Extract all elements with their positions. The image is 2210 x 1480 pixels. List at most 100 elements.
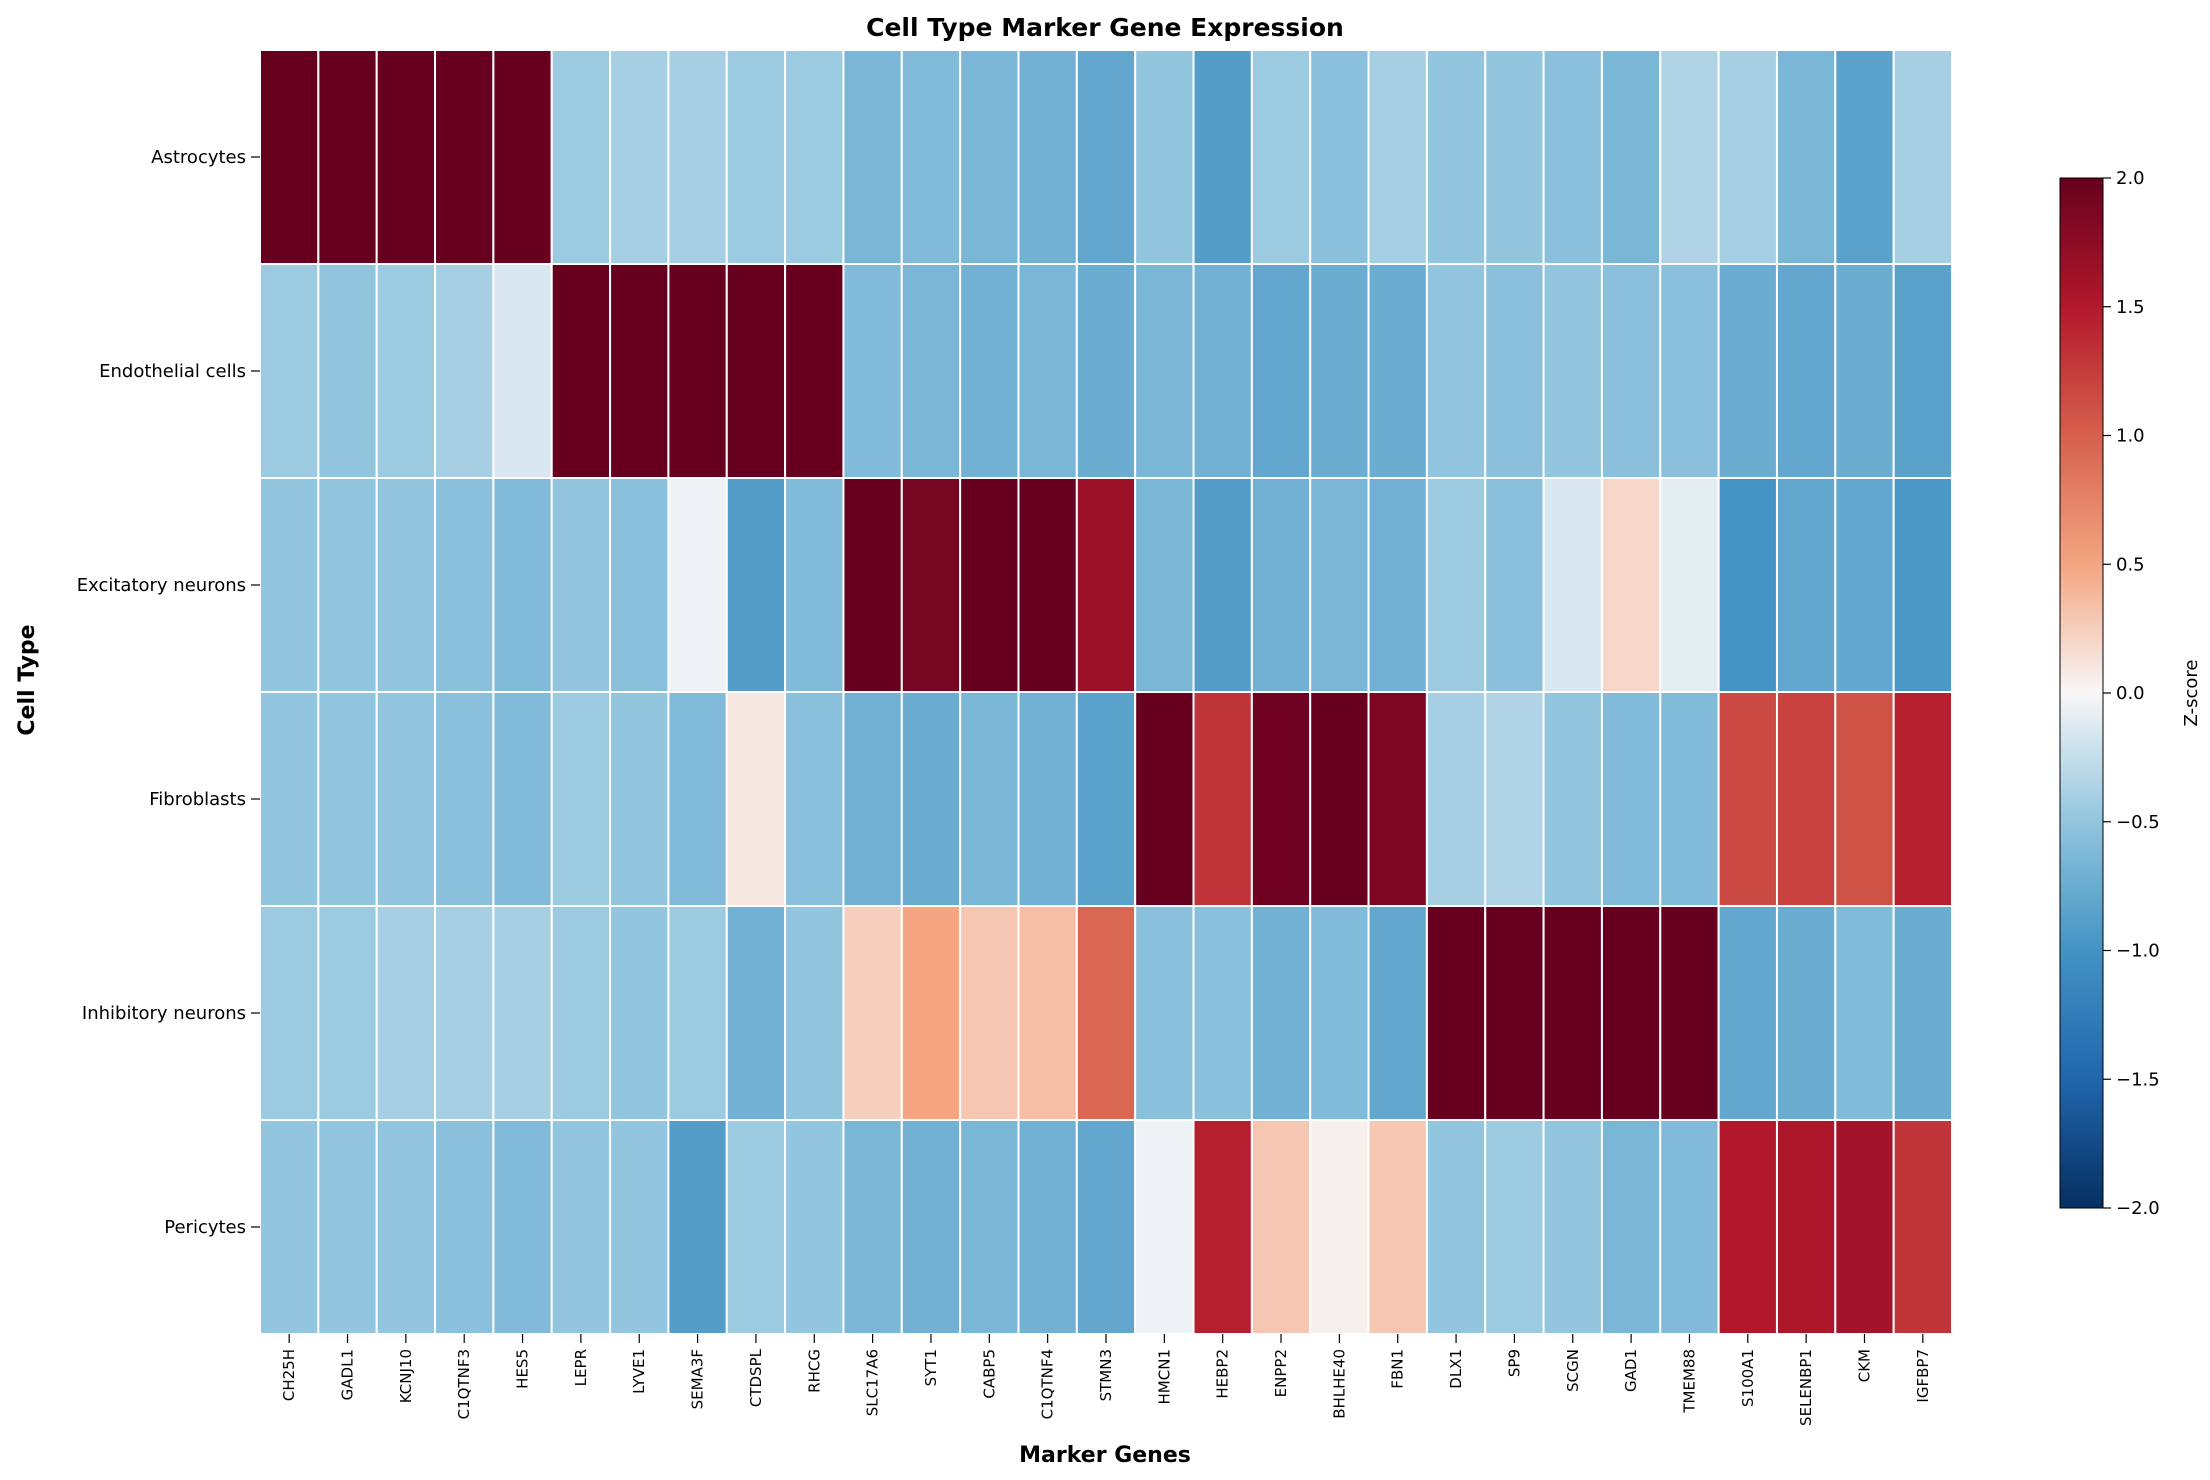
colorbar: 2.0 1.5 1.0 0.5 0.0 −0.5 −1.0 −1.5 −2.0 Z-score [2059, 168, 2202, 1219]
heatmap-cell [492, 49, 553, 265]
heatmap-cell [959, 905, 1020, 1121]
heatmap-cell [1892, 263, 1953, 479]
heatmap-cell [725, 691, 787, 907]
heatmap-cell [375, 477, 437, 693]
heatmap-cell [1192, 477, 1253, 693]
x-tick-label: S100A1 [1739, 1349, 1757, 1407]
heatmap-cell [1834, 1119, 1895, 1335]
x-tick-label: STMN3 [1097, 1349, 1115, 1401]
heatmap-cell [900, 263, 962, 479]
heatmap-cell [1250, 263, 1312, 479]
heatmap-cell [1017, 905, 1078, 1121]
heatmap-cell [317, 477, 378, 693]
heatmap-cell [317, 905, 378, 1121]
heatmap-cell [1659, 1119, 1720, 1335]
heatmap-cell [1659, 263, 1720, 479]
heatmap-cell [492, 905, 553, 1121]
heatmap-cell [842, 49, 903, 265]
heatmap-cell [609, 263, 670, 479]
heatmap-cell [725, 905, 787, 1121]
heatmap-cell [1484, 1119, 1545, 1335]
heatmap-cell [1542, 477, 1603, 693]
heatmap-cell [1134, 49, 1195, 265]
heatmap-cell [375, 691, 437, 907]
heatmap-cell [1717, 263, 1778, 479]
heatmap-cell [900, 49, 962, 265]
heatmap-cell [667, 905, 728, 1121]
heatmap-cell [959, 1119, 1020, 1335]
heatmap-cell [1892, 49, 1953, 265]
heatmap-cell [667, 691, 728, 907]
x-tick-label: GADL1 [339, 1349, 357, 1400]
heatmap-cell [1425, 905, 1487, 1121]
heatmap-cell [667, 477, 728, 693]
heatmap-cell [1834, 691, 1895, 907]
heatmap-cell [1484, 263, 1545, 479]
y-tick-label: Fibroblasts [149, 789, 246, 810]
colorbar-ticks: 2.0 1.5 1.0 0.5 0.0 −0.5 −1.0 −1.5 −2.0 [2059, 168, 2160, 1219]
y-tick-labels: Astrocytes Endothelial cells Excitatory ne… [77, 147, 260, 1238]
heatmap-cell [1075, 477, 1137, 693]
x-tick-label: RHCG [805, 1349, 823, 1393]
x-tick-label: SYT1 [922, 1349, 940, 1386]
heatmap-cell [434, 49, 495, 265]
heatmap-cell [1892, 905, 1953, 1121]
heatmap-cell [725, 263, 787, 479]
heatmap-cell [1134, 263, 1195, 479]
colorbar-tick-label: −0.5 [2116, 812, 2160, 833]
heatmap-cell [1717, 1119, 1778, 1335]
colorbar-label: Z-score [2181, 660, 2202, 727]
y-tick-label: Inhibitory neurons [82, 1003, 246, 1024]
heatmap-cell [1075, 691, 1137, 907]
heatmap-cell [1250, 49, 1312, 265]
heatmap-cell [1542, 49, 1603, 265]
heatmap-cell [842, 477, 903, 693]
heatmap-cell [1425, 263, 1487, 479]
heatmap-cell [1600, 691, 1662, 907]
heatmap-cell [434, 477, 495, 693]
heatmap-cell [1542, 1119, 1603, 1335]
heatmap-cell [1717, 691, 1778, 907]
heatmap-cell [1542, 905, 1603, 1121]
y-axis-label: Cell Type [15, 624, 40, 735]
heatmap-cell [550, 263, 612, 479]
heatmap-cell [1659, 49, 1720, 265]
x-tick-label: ENPP2 [1272, 1349, 1290, 1397]
heatmap-cell [1484, 691, 1545, 907]
heatmap-cell [784, 905, 845, 1121]
heatmap-cell [1075, 905, 1137, 1121]
heatmap-cell [784, 263, 845, 479]
heatmap-cell [1892, 1119, 1953, 1335]
heatmap-cell [1834, 905, 1895, 1121]
x-tick-label: IGFBP7 [1914, 1349, 1932, 1403]
heatmap-cell [784, 477, 845, 693]
heatmap-cell [550, 691, 612, 907]
heatmap-cell [1250, 477, 1312, 693]
heatmap-cell [375, 263, 437, 479]
x-tick-label: CABP5 [980, 1349, 998, 1399]
heatmap-cell [317, 691, 378, 907]
heatmap-cell [1425, 691, 1487, 907]
heatmap-cell [259, 477, 320, 693]
heatmap-cell [1367, 691, 1428, 907]
heatmap-cell [434, 263, 495, 479]
colorbar-tick-label: 2.0 [2116, 168, 2145, 189]
heatmap-cell [1425, 1119, 1487, 1335]
heatmap-cell [317, 49, 378, 265]
heatmap-cell [1309, 477, 1370, 693]
heatmap-cell [1309, 691, 1370, 907]
heatmap-cell [1075, 263, 1137, 479]
heatmap-cell [1309, 905, 1370, 1121]
x-tick-label: CTDSPL [747, 1348, 765, 1407]
heatmap-cell [1192, 49, 1253, 265]
heatmap-cell [1600, 263, 1662, 479]
heatmap-cell [492, 1119, 553, 1335]
y-tick-label: Astrocytes [151, 147, 246, 168]
heatmap-cell [1425, 49, 1487, 265]
heatmap-cell [259, 49, 320, 265]
heatmap-cell [667, 263, 728, 479]
heatmap-cell [842, 691, 903, 907]
heatmap-cell [784, 1119, 845, 1335]
colorbar-tick-label: 1.0 [2116, 426, 2145, 447]
